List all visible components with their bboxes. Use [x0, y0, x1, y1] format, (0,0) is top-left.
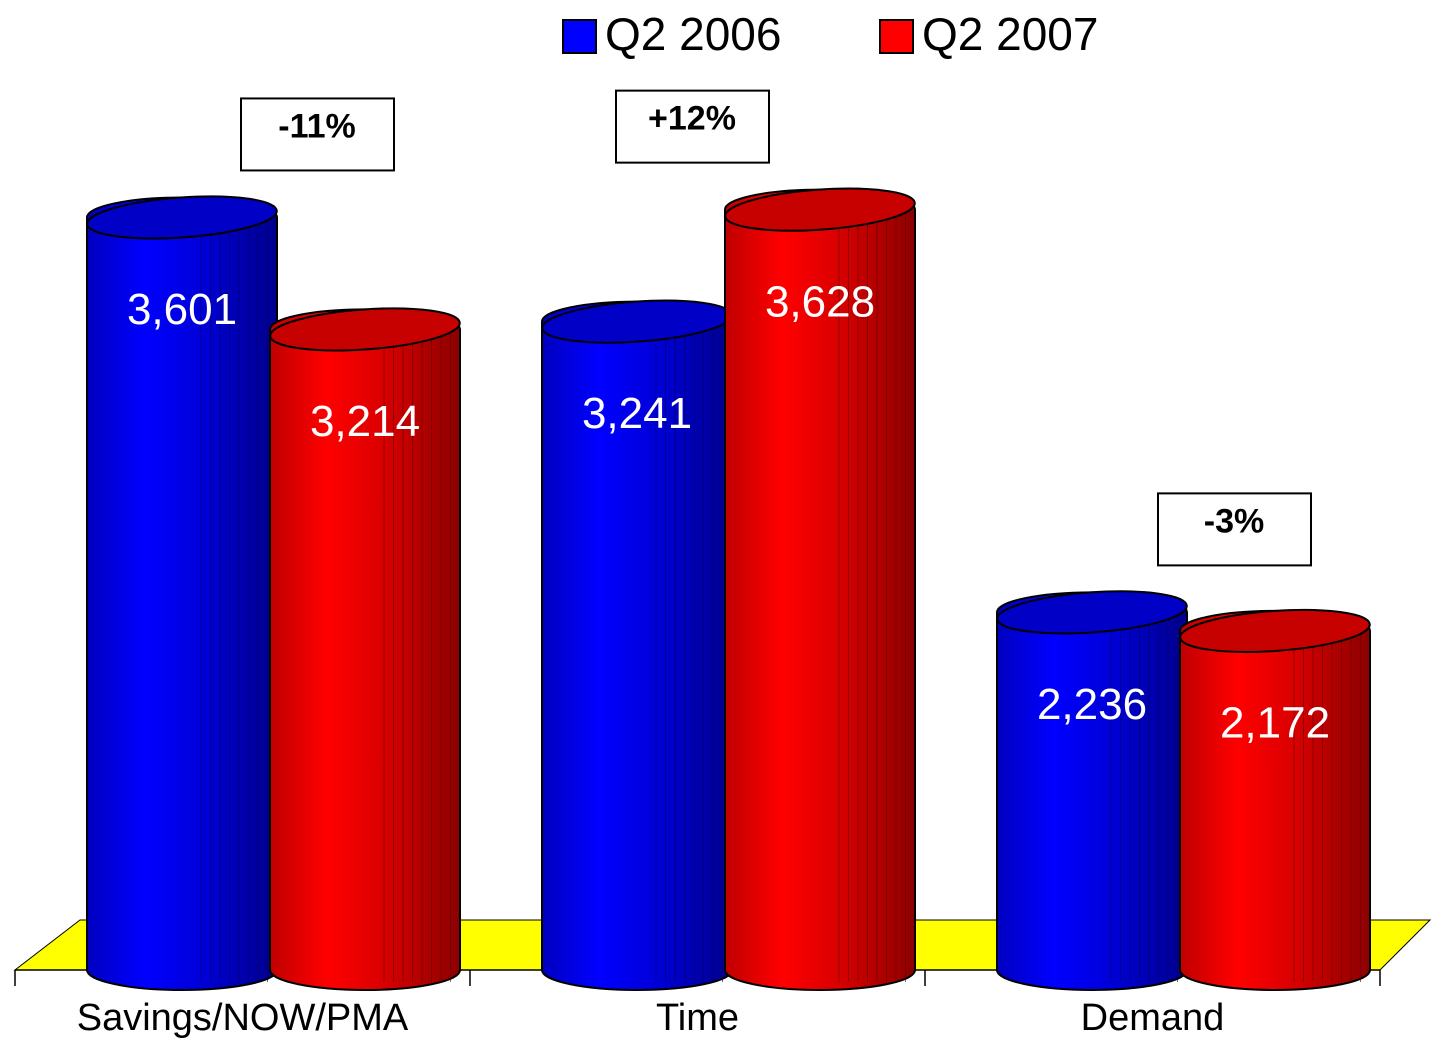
annotation-box [240, 97, 395, 172]
annotation: -3% [1204, 502, 1264, 540]
annotation-box [1157, 492, 1312, 567]
bar-top [1179, 608, 1371, 653]
value-label: 2,172 [1220, 699, 1330, 748]
bar-top [86, 195, 278, 240]
value-label: 2,236 [1037, 680, 1147, 729]
bar-top [996, 590, 1188, 635]
legend-label: Q2 2007 [922, 8, 1098, 60]
annotation: -11% [278, 107, 356, 145]
value-label: 3,628 [765, 277, 875, 326]
value-label: 3,241 [582, 389, 692, 438]
legend-swatch [879, 19, 914, 54]
legend-label: Q2 2006 [605, 8, 781, 60]
annotation-box [615, 89, 770, 164]
value-label: 3,601 [127, 285, 237, 334]
annotation: +12% [648, 100, 736, 138]
category-label: Time [656, 997, 739, 1039]
category-label: Demand [1081, 997, 1225, 1039]
legend-swatch [562, 19, 597, 54]
bar-top [269, 307, 461, 352]
category-label: Savings/NOW/PMA [77, 997, 409, 1039]
bar-top [724, 187, 916, 232]
value-label: 3,214 [310, 397, 420, 446]
